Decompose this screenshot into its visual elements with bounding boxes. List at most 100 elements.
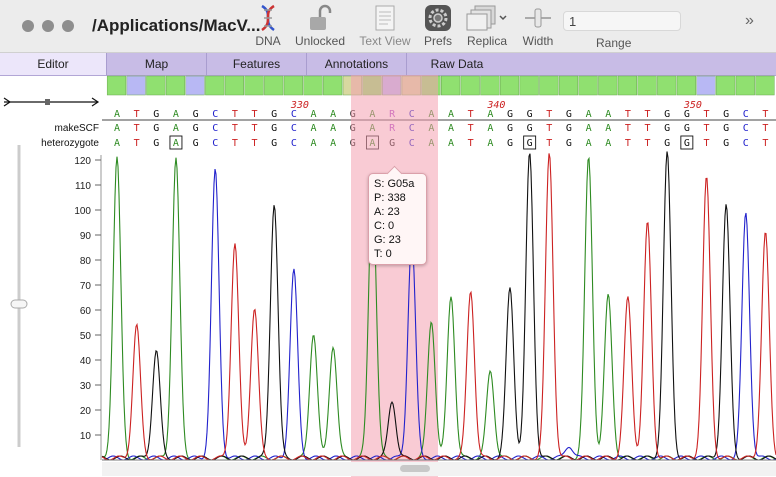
prefs-button[interactable]: Prefs xyxy=(421,4,455,50)
y-tick-label: 60 xyxy=(80,306,92,317)
track-base: A xyxy=(173,138,179,149)
range-field[interactable]: 1 xyxy=(563,11,681,31)
tab-annotations[interactable]: Annotations xyxy=(307,53,407,75)
y-tick-label: 110 xyxy=(75,181,91,192)
trace-t xyxy=(101,153,776,461)
prefs-label: Prefs xyxy=(423,34,452,48)
dna-icon xyxy=(261,4,275,32)
quality-bar xyxy=(716,75,736,96)
track-base: G xyxy=(664,123,670,134)
track-base: G xyxy=(507,123,513,134)
track-base: C xyxy=(743,138,749,149)
track-base: G xyxy=(271,138,277,149)
width-control[interactable]: Width xyxy=(518,4,558,50)
reference-base: A xyxy=(448,109,454,120)
dna-button[interactable]: DNA xyxy=(250,4,286,50)
reference-base: T xyxy=(625,109,631,120)
reference-base: T xyxy=(762,109,768,120)
y-tick-label: 100 xyxy=(74,206,91,217)
tab-features[interactable]: Features xyxy=(207,53,307,75)
track-base: G xyxy=(527,138,533,149)
text-view-button[interactable]: Text View xyxy=(357,4,413,50)
track-base: C xyxy=(212,123,218,134)
track-base: G xyxy=(684,123,690,134)
replica-label: Replica xyxy=(466,34,508,48)
tab-editor[interactable]: Editor xyxy=(0,53,107,75)
quality-bar xyxy=(755,75,775,96)
track-base: G xyxy=(153,123,159,134)
y-tick-label: 20 xyxy=(80,406,92,417)
quality-bar xyxy=(676,75,696,96)
reference-base: A xyxy=(173,109,179,120)
y-tick-label: 90 xyxy=(80,231,92,242)
horizontal-scrollbar-track[interactable] xyxy=(102,462,776,476)
text-view-label: Text View xyxy=(359,34,411,48)
quality-bar xyxy=(578,75,598,96)
chromatogram-view[interactable]: 330340350ATGAGCTTGCAAGARCAATAGGTGAATTGGT… xyxy=(0,75,776,477)
y-tick-label: 10 xyxy=(80,431,92,442)
tab-map[interactable]: Map xyxy=(107,53,207,75)
track-base: A xyxy=(605,138,611,149)
tooltip-line: T: 0 xyxy=(374,248,392,260)
quality-bar xyxy=(323,75,343,96)
tooltip-line: A: 23 xyxy=(374,206,400,218)
track-base: G xyxy=(271,123,277,134)
toolbar-overflow-button[interactable]: » xyxy=(745,12,754,29)
horizontal-scrollbar-thumb[interactable] xyxy=(400,465,430,472)
reference-base: G xyxy=(271,109,277,120)
y-tick-label: 50 xyxy=(80,331,92,342)
unlocked-button[interactable]: Unlocked xyxy=(293,4,347,50)
unlocked-label: Unlocked xyxy=(294,34,346,48)
tab-bar: Editor Map Features Annotations Raw Data xyxy=(0,53,776,76)
reference-base: C xyxy=(212,109,218,120)
close-window-button[interactable] xyxy=(22,20,34,32)
y-tick-label: 120 xyxy=(74,156,91,167)
minimize-window-button[interactable] xyxy=(42,20,54,32)
quality-bar xyxy=(205,75,225,96)
track-base: A xyxy=(310,138,316,149)
ruler-tick-label: 340 xyxy=(486,100,505,111)
track-base: A xyxy=(114,138,120,149)
track-base: G xyxy=(193,123,199,134)
track-base: T xyxy=(546,138,552,149)
reference-base: A xyxy=(310,109,316,120)
track-base: T xyxy=(134,123,140,134)
tooltip-line: P: 338 xyxy=(374,192,406,204)
track-base: T xyxy=(625,123,631,134)
position-slider-thumb[interactable] xyxy=(45,99,50,105)
width-label: Width xyxy=(522,34,554,48)
track-base: T xyxy=(762,123,768,134)
reference-base: A xyxy=(114,109,120,120)
tooltip-line: C: 0 xyxy=(374,220,395,232)
reference-base: A xyxy=(605,109,611,120)
gear-icon xyxy=(425,5,451,31)
y-tick-label: 70 xyxy=(80,281,92,292)
track-base: T xyxy=(703,138,709,149)
arrow-right-icon xyxy=(91,97,100,107)
zoom-window-button[interactable] xyxy=(62,20,74,32)
track-label: makeSCF xyxy=(55,123,99,134)
quality-bar xyxy=(303,75,323,96)
toolbar: /Applications/MacV... DNA Unlocked xyxy=(0,0,776,53)
replica-icon xyxy=(466,5,507,31)
track-base: G xyxy=(153,138,159,149)
track-base: G xyxy=(684,138,690,149)
track-base: G xyxy=(664,138,670,149)
reference-base: A xyxy=(487,109,493,120)
ruler-tick-label: 350 xyxy=(683,100,702,111)
quality-bar xyxy=(106,75,127,96)
quality-bar xyxy=(441,75,461,96)
track-base: G xyxy=(527,123,533,134)
tab-raw-data[interactable]: Raw Data xyxy=(430,57,484,71)
y-tick-label: 40 xyxy=(80,356,92,367)
track-base: A xyxy=(487,138,493,149)
track-base: A xyxy=(448,138,454,149)
track-base: T xyxy=(232,123,238,134)
trace-g xyxy=(101,151,776,461)
vertical-zoom-thumb[interactable] xyxy=(10,299,28,309)
track-base: T xyxy=(645,138,651,149)
quality-bar xyxy=(146,75,166,96)
quality-bar xyxy=(283,75,303,96)
replica-button[interactable]: Replica xyxy=(463,4,511,50)
